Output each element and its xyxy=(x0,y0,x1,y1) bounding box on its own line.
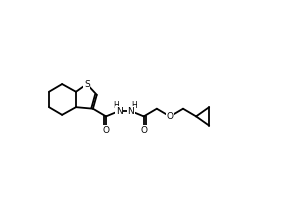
Text: H: H xyxy=(131,101,137,110)
Text: S: S xyxy=(84,80,90,89)
Text: O: O xyxy=(103,126,110,135)
Text: N: N xyxy=(127,107,134,116)
Text: H: H xyxy=(113,101,119,110)
Text: N: N xyxy=(116,107,122,116)
Text: O: O xyxy=(167,112,173,121)
Text: O: O xyxy=(140,126,147,135)
